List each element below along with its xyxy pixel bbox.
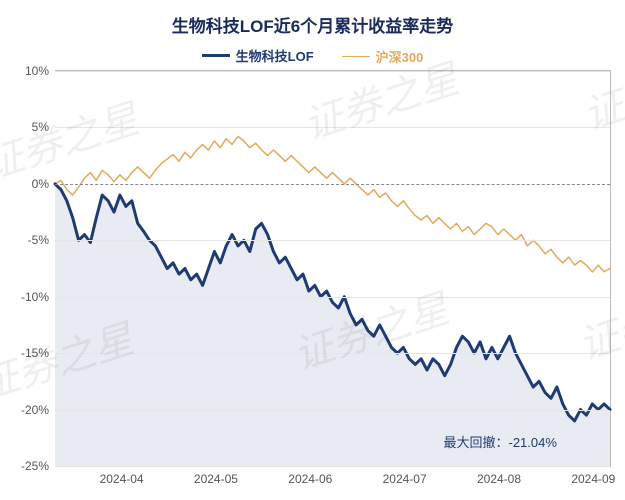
legend-item: 沪深300 <box>342 47 424 66</box>
gridline <box>55 410 610 411</box>
gridline <box>55 71 610 72</box>
y-axis-label: 10% <box>25 64 55 78</box>
gridline <box>55 353 610 354</box>
y-axis-label: -20% <box>21 403 55 417</box>
y-axis-label: -10% <box>21 290 55 304</box>
gridline <box>55 297 610 298</box>
x-axis-label: 2024-05 <box>194 466 238 486</box>
x-axis-label: 2024-09 <box>571 466 615 486</box>
x-axis-label: 2024-04 <box>100 466 144 486</box>
legend-label: 沪深300 <box>376 47 424 66</box>
x-axis-label: 2024-07 <box>383 466 427 486</box>
legend: 生物科技LOF 沪深300 <box>0 45 625 66</box>
x-axis-label: 2024-06 <box>288 466 332 486</box>
legend-label: 生物科技LOF <box>236 46 314 65</box>
y-axis-label: -25% <box>21 459 55 473</box>
chart-svg <box>55 71 610 466</box>
y-axis-label: 0% <box>32 177 55 191</box>
y-axis-label: -15% <box>21 346 55 360</box>
x-axis-label: 2024-08 <box>477 466 521 486</box>
y-axis-label: 5% <box>32 120 55 134</box>
y-axis-label: -5% <box>28 233 55 247</box>
chart-title: 生物科技LOF近6个月累计收益率走势 <box>0 0 625 37</box>
plot-area: -25%-20%-15%-10%-5%0%5%10%2024-042024-05… <box>55 70 611 467</box>
gridline <box>55 240 610 241</box>
legend-swatch <box>342 56 370 57</box>
zero-line <box>55 184 610 185</box>
chart-container: 生物科技LOF近6个月累计收益率走势 生物科技LOF沪深300 -25%-20%… <box>0 0 625 500</box>
legend-item: 生物科技LOF <box>202 46 314 65</box>
legend-swatch <box>202 54 230 57</box>
max-drawdown-annotation: 最大回撤：-21.04% <box>444 432 557 451</box>
gridline <box>55 127 610 128</box>
